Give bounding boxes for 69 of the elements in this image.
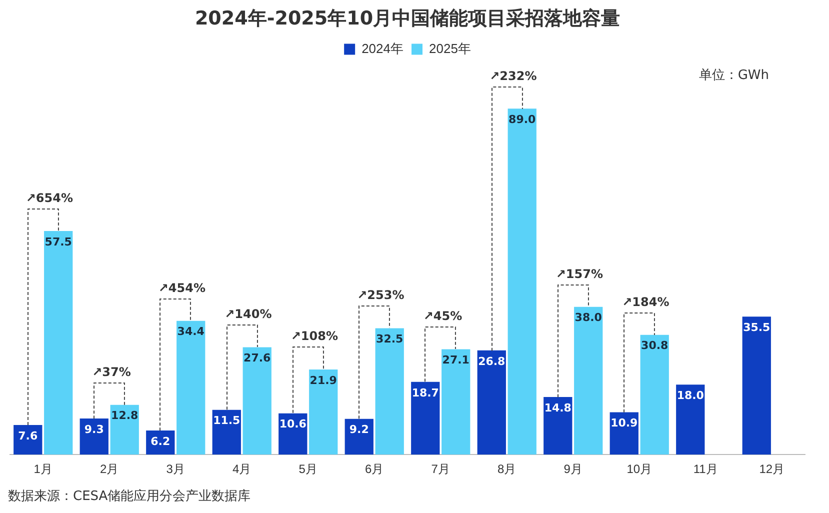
data-label: 32.5 bbox=[376, 332, 404, 346]
x-tick-label: 6月 bbox=[365, 462, 384, 476]
bar bbox=[640, 334, 669, 455]
bar bbox=[176, 320, 206, 455]
data-label: 18.7 bbox=[412, 386, 439, 400]
annotation: ↗184% bbox=[622, 294, 670, 309]
annotation: ↗157% bbox=[556, 266, 604, 281]
data-label: 9.3 bbox=[84, 422, 104, 436]
x-tick-label: 5月 bbox=[298, 462, 318, 476]
x-tick-label: 4月 bbox=[232, 462, 252, 476]
x-tick-label: 10月 bbox=[626, 462, 652, 476]
data-label: 18.0 bbox=[676, 388, 704, 402]
annotation: ↗454% bbox=[158, 280, 206, 295]
data-label: 89.0 bbox=[508, 112, 536, 126]
bar bbox=[676, 384, 705, 455]
data-label: 21.9 bbox=[310, 374, 337, 387]
bar bbox=[508, 108, 536, 455]
bar bbox=[610, 412, 638, 455]
source-note: 数据来源：CESA储能应用分会产业数据库 bbox=[8, 488, 251, 505]
bar bbox=[242, 347, 272, 455]
bar bbox=[411, 382, 440, 455]
data-label: 27.6 bbox=[244, 352, 272, 365]
data-label: 26.8 bbox=[478, 354, 506, 368]
bar bbox=[477, 350, 506, 455]
data-label: 6.2 bbox=[150, 434, 170, 448]
data-label: 7.6 bbox=[18, 429, 38, 442]
x-tick-label: 9月 bbox=[564, 462, 582, 476]
data-label: 27.1 bbox=[442, 354, 470, 367]
bar bbox=[212, 410, 241, 455]
x-tick-label: 11月 bbox=[693, 462, 718, 476]
legend-label: 2024年 bbox=[362, 40, 404, 56]
data-label: 11.5 bbox=[213, 414, 240, 428]
bar bbox=[344, 418, 374, 455]
bar bbox=[544, 397, 572, 455]
bar bbox=[14, 425, 42, 455]
data-label: 38.0 bbox=[574, 311, 602, 324]
bar bbox=[442, 349, 470, 455]
x-tick-label: 1月 bbox=[34, 462, 52, 476]
data-label: 57.5 bbox=[44, 235, 72, 248]
data-label: 10.6 bbox=[279, 418, 307, 431]
chart-title: 2024年-2025年10月中国储能项目采招落地容量 bbox=[194, 7, 620, 30]
bar bbox=[309, 369, 338, 455]
annotation: ↗45% bbox=[423, 309, 462, 324]
annotation: ↗253% bbox=[357, 288, 404, 302]
x-tick-label: 3月 bbox=[166, 462, 185, 476]
bar bbox=[375, 328, 404, 455]
legend-label: 2025年 bbox=[429, 40, 471, 56]
bar bbox=[44, 231, 73, 455]
bar bbox=[742, 316, 771, 455]
annotation: ↗140% bbox=[224, 307, 272, 322]
x-tick-label: 8月 bbox=[498, 462, 516, 476]
annotation: ↗654% bbox=[26, 191, 74, 206]
text: 单位：GWh bbox=[698, 67, 769, 84]
bar bbox=[80, 418, 108, 455]
data-label: 9.2 bbox=[349, 423, 369, 436]
data-label: 12.8 bbox=[111, 409, 138, 422]
annotation: ↗108% bbox=[290, 329, 338, 344]
data-label: 10.9 bbox=[610, 416, 638, 430]
x-tick-label: 2月 bbox=[100, 462, 119, 476]
annotation: ↗232% bbox=[490, 68, 537, 83]
data-label: 30.8 bbox=[641, 339, 668, 352]
x-tick-label: 12月 bbox=[759, 462, 785, 476]
annotation: ↗37% bbox=[92, 364, 131, 379]
data-label: 34.4 bbox=[177, 325, 205, 338]
bar bbox=[110, 404, 139, 455]
data-label: 35.5 bbox=[743, 320, 770, 334]
data-label: 14.8 bbox=[544, 401, 572, 414]
x-tick-label: 7月 bbox=[431, 462, 450, 476]
bar bbox=[574, 306, 603, 455]
